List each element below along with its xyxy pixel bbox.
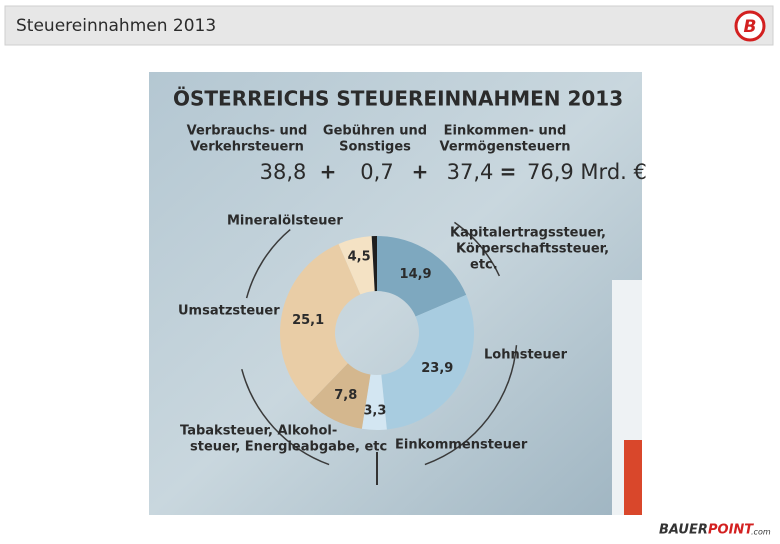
arrow-arc (424, 345, 518, 466)
value-label: 25,1 (292, 313, 324, 328)
category-label: Lohnsteuer (484, 348, 568, 363)
group-label: Sonstiges (339, 140, 411, 155)
group-value: 38,8 (260, 160, 307, 184)
group-label: Gebühren und (323, 124, 427, 139)
total: 76,9 Mrd. € (527, 160, 647, 184)
header-title: Steuereinnahmen 2013 (16, 16, 216, 36)
operator: + (320, 160, 337, 184)
chart-title: ÖSTERREICHS STEUEREINNAHMEN 2013 (173, 87, 623, 111)
donut-segment (381, 294, 474, 430)
category-label: etc. (470, 258, 498, 273)
category-label: Körperschaftssteuer, (456, 242, 609, 257)
value-label: 23,9 (421, 361, 453, 376)
brand-part: BAUER (659, 523, 708, 538)
brand-part: .com (751, 528, 771, 537)
logo-text: B (744, 17, 757, 37)
value-label: 14,9 (400, 267, 432, 282)
donut-segment (280, 243, 361, 403)
category-label: steuer, Energieabgabe, etc (190, 440, 387, 455)
category-label: Tabaksteuer, Alkohol- (180, 424, 337, 439)
background-shape (624, 440, 642, 515)
group-value: 0,7 (360, 160, 393, 184)
category-label: Mineralölsteuer (227, 214, 343, 229)
donut-segment (361, 374, 387, 430)
group-label: Verbrauchs- und (187, 124, 308, 139)
arrows (241, 221, 518, 485)
arrow-arc (245, 229, 291, 299)
operator: = (500, 160, 517, 184)
category-label: Einkommensteuer (395, 438, 528, 453)
category-label: Umsatzsteuer (178, 304, 280, 319)
donut-segment (338, 236, 375, 295)
group-value: 37,4 (447, 160, 494, 184)
group-label: Einkommen- und (444, 124, 567, 139)
operator: + (412, 160, 429, 184)
arrow-arc (241, 369, 330, 466)
category-label: Kapitalertragssteuer, (450, 226, 606, 241)
donut-segment (371, 236, 377, 292)
value-label: 7,8 (334, 388, 357, 403)
value-label: 3,3 (363, 403, 386, 418)
group-label: Vermögensteuern (440, 140, 571, 155)
arrow-arc (454, 221, 501, 277)
brand: BAUER POINT .com (659, 523, 771, 538)
logo (734, 10, 766, 42)
value-label: 4,5 (348, 250, 371, 265)
donut-segment (309, 363, 371, 429)
brand-part: POINT (708, 523, 754, 538)
group-label: Verkehrsteuern (190, 140, 304, 155)
donut-segment (377, 236, 467, 317)
header-bar (4, 5, 774, 46)
